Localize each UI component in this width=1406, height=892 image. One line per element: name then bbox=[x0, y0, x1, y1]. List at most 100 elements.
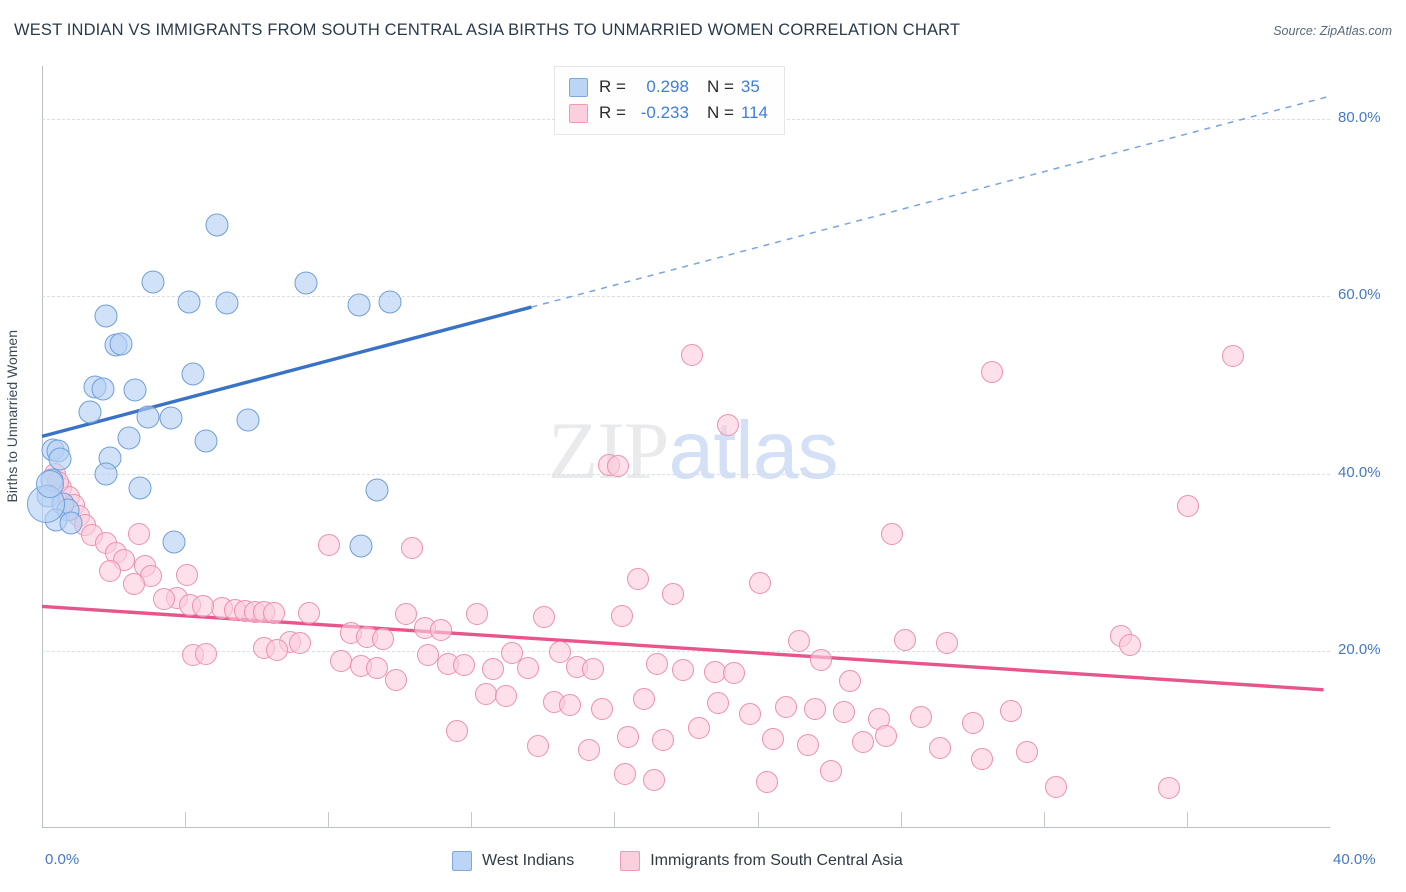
data-point-immigrants[interactable] bbox=[298, 601, 321, 624]
data-point-immigrants[interactable] bbox=[365, 656, 388, 679]
data-point-immigrants[interactable] bbox=[610, 605, 633, 628]
data-point-immigrants[interactable] bbox=[980, 360, 1003, 383]
data-point-immigrants[interactable] bbox=[646, 653, 669, 676]
data-point-immigrants[interactable] bbox=[652, 729, 675, 752]
data-point-immigrants[interactable] bbox=[417, 644, 440, 667]
data-point-immigrants[interactable] bbox=[935, 631, 958, 654]
data-point-immigrants[interactable] bbox=[1222, 344, 1245, 367]
data-point-west-indians[interactable] bbox=[205, 213, 229, 237]
data-point-immigrants[interactable] bbox=[127, 522, 150, 545]
data-point-immigrants[interactable] bbox=[839, 669, 862, 692]
data-point-immigrants[interactable] bbox=[266, 638, 289, 661]
data-point-immigrants[interactable] bbox=[385, 669, 408, 692]
data-point-immigrants[interactable] bbox=[192, 595, 214, 618]
data-point-immigrants[interactable] bbox=[591, 698, 614, 721]
data-point-west-indians[interactable] bbox=[94, 462, 118, 486]
data-point-west-indians[interactable] bbox=[294, 271, 318, 295]
data-point-immigrants[interactable] bbox=[739, 702, 762, 725]
data-point-immigrants[interactable] bbox=[330, 650, 353, 673]
data-point-immigrants[interactable] bbox=[707, 692, 730, 715]
data-point-west-indians[interactable] bbox=[378, 290, 402, 314]
data-point-immigrants[interactable] bbox=[881, 522, 904, 545]
data-point-west-indians[interactable] bbox=[349, 534, 373, 558]
data-point-immigrants[interactable] bbox=[175, 564, 198, 587]
data-point-immigrants[interactable] bbox=[501, 641, 524, 664]
data-point-immigrants[interactable] bbox=[1016, 740, 1039, 763]
data-point-west-indians[interactable] bbox=[215, 291, 239, 315]
data-point-immigrants[interactable] bbox=[446, 719, 469, 742]
data-point-immigrants[interactable] bbox=[797, 733, 820, 756]
data-point-immigrants[interactable] bbox=[533, 606, 556, 629]
data-point-west-indians[interactable] bbox=[236, 408, 260, 432]
data-point-west-indians[interactable] bbox=[117, 426, 141, 450]
data-point-immigrants[interactable] bbox=[122, 573, 145, 596]
data-point-immigrants[interactable] bbox=[910, 706, 933, 729]
data-point-immigrants[interactable] bbox=[852, 731, 875, 754]
data-point-immigrants[interactable] bbox=[810, 648, 833, 671]
data-point-immigrants[interactable] bbox=[262, 601, 285, 624]
data-point-west-indians[interactable] bbox=[365, 478, 389, 502]
data-point-immigrants[interactable] bbox=[559, 693, 582, 716]
data-point-west-indians[interactable] bbox=[128, 476, 152, 500]
data-point-immigrants[interactable] bbox=[929, 737, 952, 760]
data-point-immigrants[interactable] bbox=[98, 560, 121, 583]
data-point-immigrants[interactable] bbox=[617, 725, 640, 748]
data-point-immigrants[interactable] bbox=[465, 603, 488, 626]
data-point-west-indians[interactable] bbox=[162, 530, 186, 554]
data-point-immigrants[interactable] bbox=[394, 602, 417, 625]
data-point-immigrants[interactable] bbox=[671, 659, 694, 682]
data-point-immigrants[interactable] bbox=[372, 628, 395, 651]
data-point-immigrants[interactable] bbox=[971, 747, 994, 770]
data-point-immigrants[interactable] bbox=[430, 619, 453, 642]
data-point-immigrants[interactable] bbox=[803, 698, 826, 721]
data-point-immigrants[interactable] bbox=[755, 770, 778, 793]
data-point-west-indians[interactable] bbox=[181, 362, 205, 386]
data-point-west-indians[interactable] bbox=[136, 405, 160, 429]
data-point-immigrants[interactable] bbox=[195, 643, 218, 666]
data-point-west-indians[interactable] bbox=[59, 511, 83, 535]
data-point-immigrants[interactable] bbox=[633, 687, 656, 710]
data-point-immigrants[interactable] bbox=[774, 696, 797, 719]
data-point-immigrants[interactable] bbox=[153, 588, 176, 611]
data-point-immigrants[interactable] bbox=[961, 711, 984, 734]
data-point-west-indians[interactable] bbox=[36, 470, 65, 499]
data-point-immigrants[interactable] bbox=[761, 727, 784, 750]
data-point-immigrants[interactable] bbox=[317, 534, 340, 557]
data-point-immigrants[interactable] bbox=[578, 739, 601, 762]
data-point-immigrants[interactable] bbox=[1158, 777, 1180, 800]
data-point-west-indians[interactable] bbox=[347, 293, 371, 317]
legend-label-immigrants[interactable]: Immigrants from South Central Asia bbox=[650, 852, 903, 869]
data-point-immigrants[interactable] bbox=[626, 568, 649, 591]
data-point-immigrants[interactable] bbox=[723, 661, 746, 684]
data-point-immigrants[interactable] bbox=[481, 657, 504, 680]
data-point-west-indians[interactable] bbox=[78, 400, 102, 424]
data-point-immigrants[interactable] bbox=[1177, 495, 1200, 518]
data-point-immigrants[interactable] bbox=[1000, 700, 1023, 723]
data-point-immigrants[interactable] bbox=[288, 631, 311, 654]
legend-swatch-immigrants-icon[interactable] bbox=[620, 851, 641, 871]
data-point-west-indians[interactable] bbox=[94, 304, 118, 328]
data-point-immigrants[interactable] bbox=[642, 769, 665, 792]
legend-label-west-indians[interactable]: West Indians bbox=[482, 852, 575, 869]
data-point-immigrants[interactable] bbox=[687, 716, 710, 739]
data-point-immigrants[interactable] bbox=[662, 583, 685, 606]
data-point-immigrants[interactable] bbox=[874, 724, 897, 747]
data-point-immigrants[interactable] bbox=[401, 537, 424, 559]
data-point-west-indians[interactable] bbox=[123, 378, 147, 402]
data-point-west-indians[interactable] bbox=[109, 332, 133, 356]
data-point-immigrants[interactable] bbox=[787, 630, 810, 653]
data-point-west-indians[interactable] bbox=[91, 377, 115, 401]
data-point-immigrants[interactable] bbox=[832, 700, 855, 723]
data-point-immigrants[interactable] bbox=[549, 640, 572, 663]
data-point-immigrants[interactable] bbox=[819, 760, 842, 783]
data-point-west-indians[interactable] bbox=[141, 270, 165, 294]
data-point-immigrants[interactable] bbox=[893, 629, 916, 652]
data-point-immigrants[interactable] bbox=[681, 343, 704, 366]
data-point-immigrants[interactable] bbox=[581, 658, 604, 681]
data-point-immigrants[interactable] bbox=[749, 572, 772, 595]
data-point-immigrants[interactable] bbox=[613, 762, 636, 785]
data-point-immigrants[interactable] bbox=[716, 413, 739, 436]
data-point-immigrants[interactable] bbox=[494, 684, 517, 707]
data-point-west-indians[interactable] bbox=[177, 290, 200, 314]
data-point-immigrants[interactable] bbox=[1119, 634, 1142, 657]
